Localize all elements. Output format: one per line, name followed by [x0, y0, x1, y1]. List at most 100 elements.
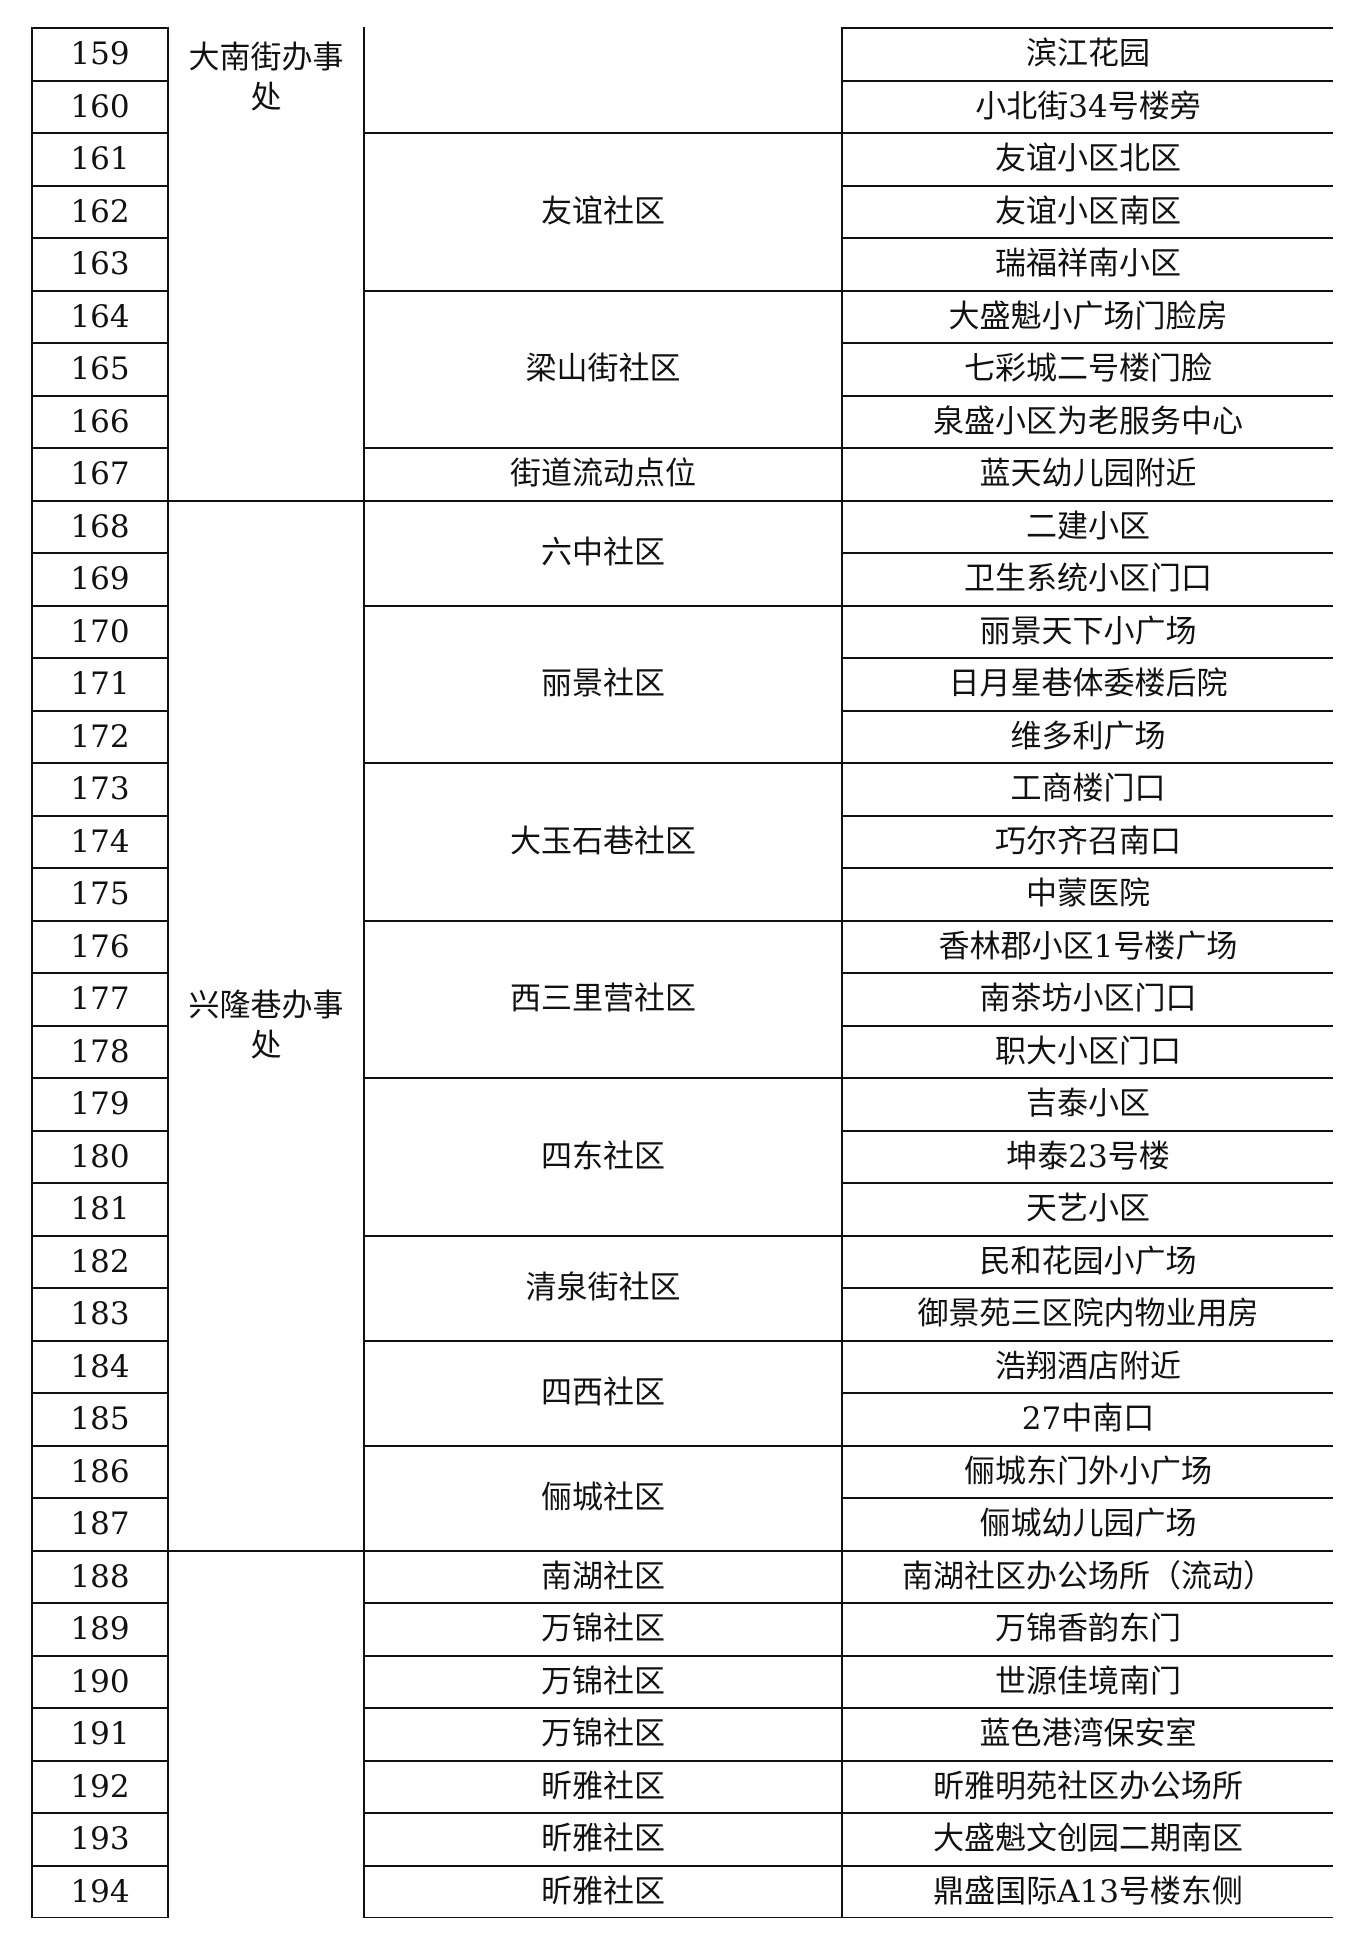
community-text: 万锦社区 — [541, 1663, 665, 1700]
row-number-text: 180 — [70, 1138, 130, 1175]
community: 万锦社区 — [363, 1707, 843, 1762]
community-text: 六中社区 — [541, 535, 665, 571]
row-number-text: 191 — [70, 1716, 130, 1753]
community: 丽景社区 — [363, 604, 843, 764]
location-text: 南湖社区办公场所（流动） — [902, 1558, 1274, 1595]
row-number-text: 185 — [70, 1401, 130, 1438]
row-number: 173 — [31, 762, 169, 817]
row-number-text: 181 — [70, 1191, 130, 1228]
row-number: 172 — [31, 709, 169, 764]
location: 友谊小区南区 — [841, 184, 1333, 239]
location: 日月星巷体委楼后院 — [841, 657, 1333, 712]
row-number: 179 — [31, 1077, 169, 1132]
row-number-text: 188 — [70, 1558, 130, 1595]
row-number-text: 187 — [70, 1506, 130, 1543]
community: 万锦社区 — [363, 1654, 843, 1709]
location-text: 世源佳境南门 — [995, 1663, 1181, 1700]
location-text: 浩翔酒店附近 — [995, 1348, 1181, 1385]
row-number-text: 160 — [70, 88, 130, 125]
location-text: 工商楼门口 — [1010, 771, 1166, 808]
location: 南茶坊小区门口 — [841, 972, 1333, 1027]
location-text: 南茶坊小区门口 — [979, 981, 1197, 1018]
community: 万锦社区 — [363, 1602, 843, 1657]
row-number: 192 — [31, 1759, 169, 1814]
location: 蓝天幼儿园附近 — [841, 447, 1333, 502]
location-text: 蓝天幼儿园附近 — [979, 456, 1197, 493]
location-text: 民和花园小广场 — [979, 1243, 1197, 1280]
location-text: 职大小区门口 — [995, 1033, 1181, 1070]
community: 小西街社区 — [363, 27, 843, 134]
location: 御景苑三区院内物业用房 — [841, 1287, 1333, 1342]
row-number: 180 — [31, 1129, 169, 1184]
location-text: 卫生系统小区门口 — [964, 561, 1212, 598]
row-number: 169 — [31, 552, 169, 607]
row-number-text: 186 — [70, 1453, 130, 1490]
location: 吉泰小区 — [841, 1077, 1333, 1132]
location: 卫生系统小区门口 — [841, 552, 1333, 607]
location: 鼎盛国际A13号楼东侧 — [841, 1864, 1333, 1918]
community-text: 昕雅社区 — [541, 1873, 665, 1910]
community-text: 俪城社区 — [541, 1480, 665, 1516]
row-number-text: 194 — [70, 1873, 130, 1910]
row-number-text: 167 — [70, 456, 130, 493]
location: 昕雅明苑社区办公场所 — [841, 1759, 1333, 1814]
location: 大盛魁小广场门脸房 — [841, 289, 1333, 344]
location: 瑞福祥南小区 — [841, 237, 1333, 292]
community-text: 南湖社区 — [541, 1558, 665, 1595]
location: 浩翔酒店附近 — [841, 1339, 1333, 1394]
community: 四东社区 — [363, 1077, 843, 1237]
location-text: 鼎盛国际A13号楼东侧 — [933, 1873, 1243, 1910]
row-number-text: 190 — [70, 1663, 130, 1700]
community-text: 西三里营社区 — [510, 981, 696, 1018]
location-text: 御景苑三区院内物业用房 — [917, 1296, 1259, 1333]
community: 昕雅社区 — [363, 1759, 843, 1814]
row-number: 159 — [31, 27, 169, 82]
location: 维多利广场 — [841, 709, 1333, 764]
community-text: 街道流动点位 — [510, 456, 696, 493]
community-text: 四东社区 — [541, 1138, 665, 1175]
location-text: 蓝色港湾保安室 — [979, 1716, 1197, 1753]
community-text: 丽景社区 — [541, 666, 665, 703]
row-number: 162 — [31, 184, 169, 239]
row-number-text: 170 — [70, 613, 130, 650]
row-number-text: 189 — [70, 1611, 130, 1648]
row-number-text: 179 — [70, 1086, 130, 1123]
office: 大南街办事处 — [167, 27, 365, 502]
location-text: 坤泰23号楼 — [1006, 1138, 1170, 1175]
location-text: 俪城幼儿园广场 — [979, 1506, 1197, 1543]
community-text: 万锦社区 — [541, 1611, 665, 1648]
location: 南湖社区办公场所（流动） — [841, 1549, 1333, 1604]
row-number: 184 — [31, 1339, 169, 1394]
location: 工商楼门口 — [841, 762, 1333, 817]
location: 丽景天下小广场 — [841, 604, 1333, 659]
row-number-text: 172 — [70, 718, 130, 755]
location-text: 泉盛小区为老服务中心 — [933, 403, 1243, 440]
row-number: 177 — [31, 972, 169, 1027]
community: 昕雅社区 — [363, 1864, 843, 1918]
location-text: 万锦香韵东门 — [995, 1611, 1181, 1648]
location-text: 日月星巷体委楼后院 — [948, 666, 1228, 703]
row-number: 165 — [31, 342, 169, 397]
community: 西三里营社区 — [363, 919, 843, 1079]
community: 南湖社区 — [363, 1549, 843, 1604]
location-text: 二建小区 — [1026, 508, 1150, 545]
community-text: 梁山街社区 — [525, 351, 681, 388]
community: 街道流动点位 — [363, 447, 843, 502]
location-text: 中蒙医院 — [1026, 876, 1150, 913]
row-number: 181 — [31, 1182, 169, 1237]
row-number: 160 — [31, 79, 169, 134]
table: 159 滨江花园 160 小北街34号楼旁 小西街社区 161 友谊小区北区 162 友谊小区南… — [31, 27, 1333, 1918]
row-number-text: 162 — [70, 193, 130, 230]
community: 梁山街社区 — [363, 289, 843, 449]
location-text: 香林郡小区1号楼广场 — [938, 928, 1238, 965]
row-number: 186 — [31, 1444, 169, 1499]
row-number-text: 168 — [70, 508, 130, 545]
location: 二建小区 — [841, 499, 1333, 554]
location-text: 大盛魁文创园二期南区 — [933, 1821, 1243, 1858]
row-number-text: 175 — [70, 876, 130, 913]
location: 小北街34号楼旁 — [841, 79, 1333, 134]
row-number: 163 — [31, 237, 169, 292]
community-text: 友谊社区 — [541, 193, 665, 230]
location-text: 巧尔齐召南口 — [995, 823, 1181, 860]
